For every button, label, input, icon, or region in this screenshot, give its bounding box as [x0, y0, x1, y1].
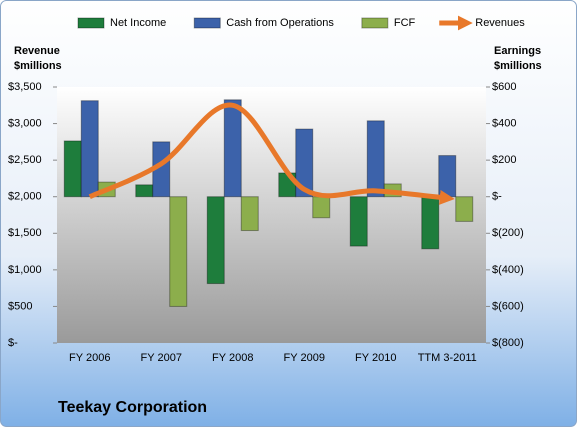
bar: [80, 100, 99, 198]
bar: [312, 196, 331, 219]
y-tick-label: $1,500: [8, 227, 42, 239]
y-tick-label: $3,500: [8, 81, 42, 93]
y2-axis-title: $millions: [494, 60, 542, 72]
y2-tick-label: $600: [492, 81, 516, 93]
bar: [63, 140, 82, 198]
y-tick-label: $-: [8, 337, 18, 349]
y-tick-label: $1,000: [8, 264, 42, 276]
y-tick-label: $3,000: [8, 117, 42, 129]
bar: [366, 120, 385, 198]
y2-tick-label: $(800): [492, 337, 524, 349]
y-tick-label: $2,000: [8, 191, 42, 203]
y2-axis-title: Earnings: [494, 45, 541, 57]
legend-label: Revenues: [475, 17, 525, 29]
x-tick-label: FY 2010: [355, 352, 396, 364]
y2-tick-label: $(600): [492, 300, 524, 312]
legend-label: FCF: [394, 17, 416, 29]
bar: [295, 128, 314, 198]
bar: [421, 196, 440, 250]
bar: [349, 196, 368, 247]
y-tick-label: $2,500: [8, 154, 42, 166]
bar: [223, 99, 242, 198]
x-tick-label: FY 2008: [212, 352, 253, 364]
legend-label: Net Income: [110, 17, 166, 29]
bar: [455, 196, 474, 222]
y2-tick-label: $(200): [492, 227, 524, 239]
bar: [240, 196, 259, 232]
x-tick-label: FY 2009: [284, 352, 325, 364]
x-tick-label: FY 2007: [141, 352, 182, 364]
bar: [206, 196, 225, 285]
y-axis-title: Revenue: [14, 45, 60, 57]
y2-tick-label: $-: [492, 191, 502, 203]
bar: [135, 184, 154, 198]
chart-title: Teekay Corporation: [58, 399, 207, 416]
legend-label: Cash from Operations: [226, 17, 334, 29]
x-tick-label: FY 2006: [69, 352, 110, 364]
y-tick-label: $500: [8, 300, 32, 312]
y2-tick-label: $(400): [492, 264, 524, 276]
bar: [438, 155, 457, 198]
bar: [169, 196, 188, 307]
y2-tick-label: $200: [492, 154, 516, 166]
x-tick-label: TTM 3-2011: [418, 352, 477, 364]
line: [88, 102, 455, 205]
legend-swatch: [77, 17, 105, 29]
plot-area: [57, 87, 486, 343]
y-axis-title: $millions: [14, 60, 62, 72]
y2-tick-label: $400: [492, 117, 516, 129]
legend-swatch: [361, 17, 389, 29]
legend-swatch: [193, 17, 221, 29]
